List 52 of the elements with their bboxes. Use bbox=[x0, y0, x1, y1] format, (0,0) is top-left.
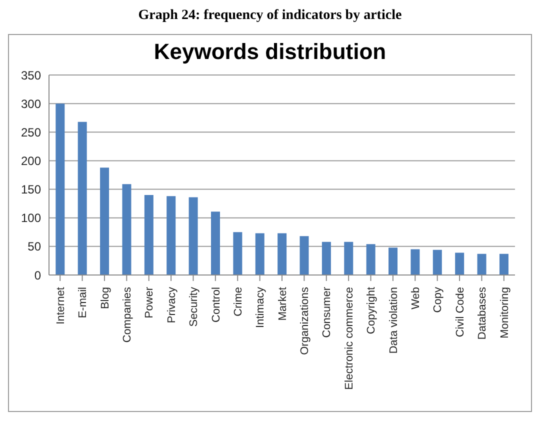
y-tick-label: 200 bbox=[20, 154, 42, 168]
y-tick-label: 50 bbox=[28, 240, 42, 254]
bar bbox=[278, 233, 287, 275]
chart-title: Graph 24: frequency of indicators by article bbox=[137, 8, 403, 24]
chart-subtitle: Keywords distribution bbox=[152, 39, 388, 65]
x-tick-label: Web bbox=[410, 287, 422, 310]
x-tick-label: E-mail bbox=[77, 287, 90, 318]
x-tick-label: Consumer bbox=[321, 286, 334, 338]
bar bbox=[144, 195, 154, 275]
y-tick-label: 150 bbox=[20, 182, 42, 197]
y-tick-label: 300 bbox=[20, 96, 42, 111]
bar bbox=[166, 196, 176, 275]
bar bbox=[100, 168, 110, 275]
bar bbox=[322, 242, 331, 275]
x-tick-label: Copyright bbox=[366, 287, 378, 334]
x-tick-label: Organizations bbox=[299, 286, 312, 355]
bar bbox=[432, 250, 442, 275]
bar bbox=[410, 249, 420, 275]
bar bbox=[188, 197, 198, 275]
x-tick-label: Data violation bbox=[388, 287, 400, 354]
x-tick-label: Blog bbox=[99, 287, 112, 310]
x-tick-label: Monitoring bbox=[498, 287, 511, 338]
bar bbox=[56, 104, 65, 275]
x-tick-label: Civil Code bbox=[454, 287, 466, 338]
x-tick-label: Crime bbox=[232, 287, 244, 316]
bar bbox=[122, 184, 132, 275]
y-tick-label: 0 bbox=[34, 268, 42, 282]
x-tick-label: Privacy bbox=[166, 286, 178, 324]
x-tick-label: Market bbox=[276, 287, 289, 321]
bar bbox=[477, 254, 486, 275]
y-tick-label: 250 bbox=[20, 125, 42, 140]
x-tick-label: Electronic commerce bbox=[343, 287, 356, 390]
bar bbox=[300, 236, 309, 275]
bar bbox=[455, 252, 464, 275]
bar bbox=[255, 233, 264, 275]
x-tick-label: Power bbox=[144, 286, 156, 318]
y-tick-label: 100 bbox=[20, 211, 42, 226]
bar bbox=[210, 212, 220, 275]
x-tick-label: Control bbox=[210, 287, 222, 322]
bar bbox=[78, 122, 87, 275]
y-tick-label: 350 bbox=[20, 68, 42, 82]
x-tick-label: Companies bbox=[122, 286, 134, 343]
x-tick-label: Databases bbox=[476, 286, 489, 340]
bar bbox=[366, 244, 376, 275]
x-tick-label: Copy bbox=[432, 286, 444, 313]
bar bbox=[233, 232, 242, 275]
bar bbox=[499, 254, 508, 275]
x-tick-label: Security bbox=[188, 286, 200, 327]
bar bbox=[344, 242, 354, 275]
x-tick-label: Internet bbox=[54, 287, 67, 324]
bar bbox=[388, 248, 398, 275]
x-tick-label: Intimacy bbox=[254, 286, 267, 328]
